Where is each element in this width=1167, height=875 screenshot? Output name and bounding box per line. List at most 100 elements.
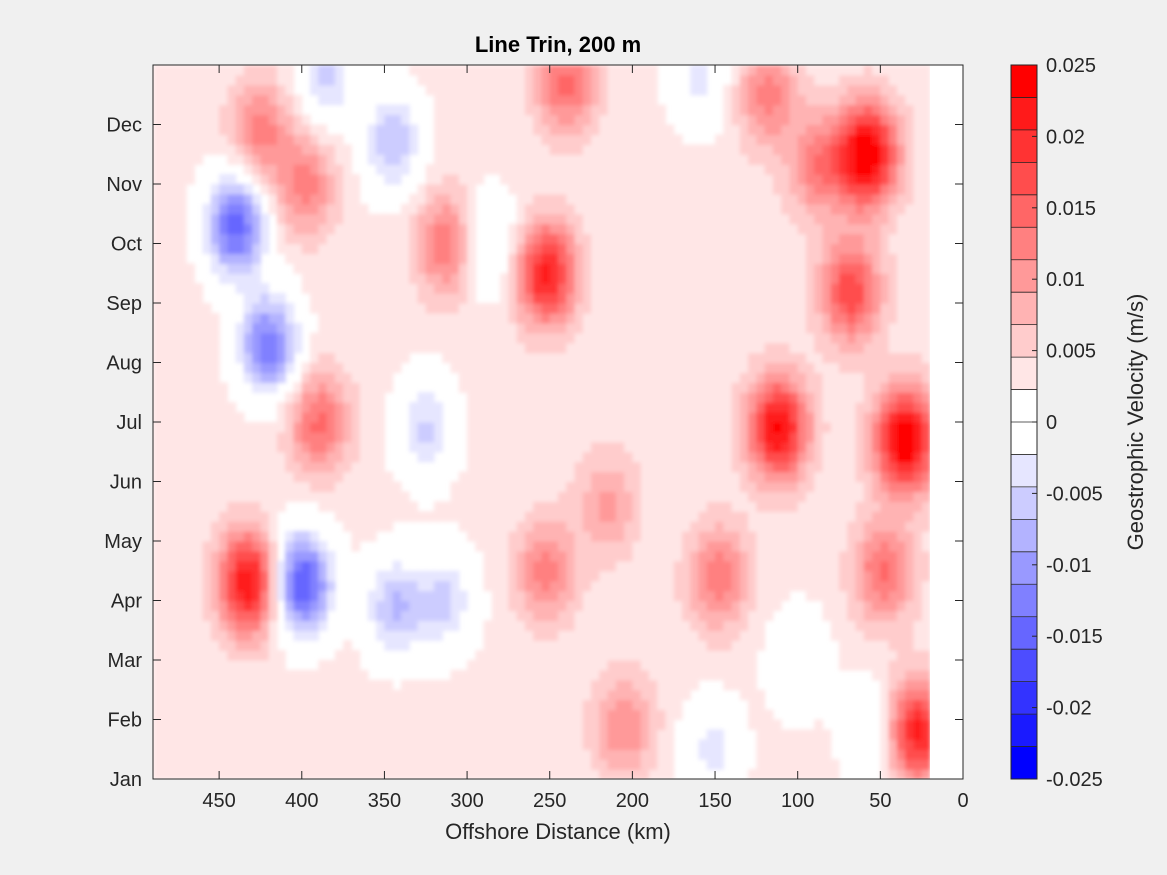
heatmap-cell (516, 620, 526, 631)
heatmap-cell (219, 630, 228, 641)
heatmap-cell (574, 74, 584, 86)
heatmap-cell (351, 312, 361, 324)
heatmap-cell (731, 174, 741, 185)
heatmap-cell (153, 253, 162, 264)
heatmap-cell (516, 461, 526, 473)
heatmap-cell (252, 322, 262, 334)
heatmap-cell (161, 541, 171, 552)
heatmap-cell (566, 312, 576, 324)
heatmap-cell (508, 283, 518, 294)
heatmap-cell (665, 660, 675, 671)
heatmap-cell (814, 223, 824, 235)
heatmap-cell (524, 669, 534, 681)
heatmap-cell (657, 144, 667, 155)
heatmap-cell (210, 342, 220, 354)
heatmap-cell (574, 669, 584, 681)
heatmap-cell (219, 570, 228, 582)
heatmap-cell (764, 312, 774, 324)
heatmap-cell (400, 293, 410, 304)
heatmap-cell (260, 124, 270, 136)
heatmap-cell (640, 134, 650, 145)
heatmap-cell (227, 719, 237, 731)
heatmap-cell (574, 174, 584, 185)
heatmap-cell (673, 412, 683, 423)
heatmap-cell (310, 164, 319, 175)
heatmap-cell (632, 94, 642, 106)
heatmap-cell (715, 511, 724, 522)
heatmap-cell (797, 402, 807, 413)
heatmap-cell (591, 253, 600, 264)
heatmap-cell (276, 580, 286, 592)
heatmap-cell (764, 590, 774, 602)
heatmap-cell (227, 422, 237, 433)
heatmap-cell (409, 124, 419, 136)
heatmap-cell (400, 312, 410, 324)
heatmap-cell (690, 541, 700, 552)
heatmap-cell (549, 322, 559, 334)
heatmap-cell (524, 481, 534, 493)
heatmap-cell (640, 164, 650, 175)
heatmap-cell (483, 630, 493, 641)
heatmap-cell (648, 451, 658, 463)
heatmap-cell (450, 362, 460, 374)
heatmap-cell (524, 184, 534, 195)
heatmap-cell (268, 184, 278, 195)
heatmap-cell (367, 431, 377, 443)
heatmap-cell (434, 322, 443, 334)
heatmap-cell (500, 164, 510, 175)
heatmap-cell (591, 422, 600, 433)
heatmap-cell (186, 84, 195, 96)
heatmap-cell (400, 570, 410, 582)
heatmap-cell (706, 600, 716, 612)
heatmap-cell (210, 669, 220, 681)
heatmap-cell (161, 709, 171, 721)
heatmap-cell (376, 392, 386, 403)
heatmap-cell (310, 193, 319, 205)
heatmap-cell (549, 719, 559, 731)
heatmap-cell (434, 729, 443, 740)
heatmap-cell (243, 124, 253, 136)
heatmap-cell (161, 531, 171, 542)
heatmap-cell (450, 501, 460, 512)
heatmap-cell (516, 451, 526, 463)
heatmap-cell (591, 65, 600, 76)
heatmap-cell (541, 233, 551, 245)
heatmap-cell (219, 511, 228, 522)
heatmap-cell (376, 491, 386, 502)
heatmap-cell (541, 134, 551, 145)
heatmap-cell (739, 441, 749, 453)
heatmap-cell (739, 560, 749, 572)
heatmap-cell (392, 570, 402, 582)
heatmap-cell (657, 560, 667, 572)
heatmap-cell (351, 332, 361, 344)
heatmap-cell (301, 273, 311, 284)
heatmap-cell (491, 640, 501, 651)
heatmap-cell (161, 441, 171, 453)
heatmap-cell (161, 600, 171, 612)
heatmap-cell (376, 124, 386, 136)
heatmap-cell (169, 620, 179, 631)
heatmap-cell (161, 104, 171, 116)
heatmap-cell (293, 610, 303, 621)
heatmap-cell (359, 372, 369, 383)
heatmap-cell (797, 203, 807, 215)
heatmap-cell (202, 699, 212, 711)
heatmap-cell (599, 640, 609, 651)
heatmap-cell (153, 362, 162, 374)
heatmap-cell (260, 620, 270, 631)
heatmap-cell (235, 491, 245, 502)
heatmap-cell (367, 362, 377, 374)
heatmap-cell (343, 184, 352, 195)
heatmap-cell (772, 104, 782, 116)
heatmap-cell (186, 689, 195, 701)
heatmap-cell (805, 352, 815, 364)
heatmap-cell (615, 392, 625, 403)
heatmap-cell (516, 74, 526, 86)
heatmap-cell (177, 263, 187, 274)
heatmap-cell (334, 501, 344, 512)
heatmap-cell (772, 213, 782, 225)
heatmap-cell (524, 531, 534, 542)
heatmap-cell (400, 709, 410, 721)
heatmap-cell (814, 441, 824, 453)
heatmap-cell (715, 441, 724, 453)
